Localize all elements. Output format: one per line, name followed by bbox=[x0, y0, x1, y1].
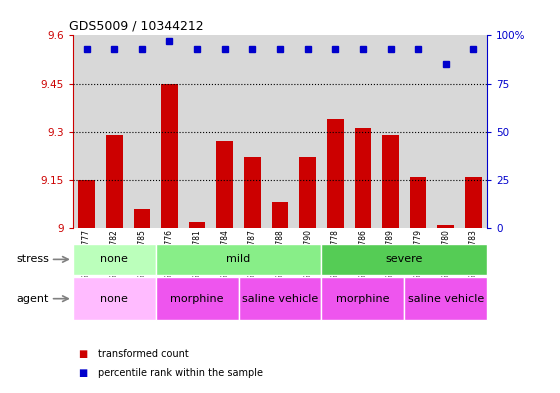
Bar bbox=[106, 135, 123, 228]
Bar bbox=[239, 277, 321, 320]
Bar bbox=[327, 119, 343, 228]
Bar bbox=[217, 141, 233, 228]
Bar bbox=[321, 277, 404, 320]
Text: saline vehicle: saline vehicle bbox=[408, 294, 484, 304]
Bar bbox=[404, 35, 432, 228]
Text: GDS5009 / 10344212: GDS5009 / 10344212 bbox=[69, 20, 203, 33]
Bar bbox=[294, 35, 321, 228]
Bar bbox=[189, 222, 206, 228]
Bar bbox=[73, 277, 156, 320]
Bar bbox=[377, 35, 404, 228]
Bar bbox=[404, 277, 487, 320]
Text: mild: mild bbox=[226, 254, 251, 264]
Bar bbox=[437, 225, 454, 228]
Text: none: none bbox=[100, 254, 128, 264]
Bar bbox=[78, 180, 95, 228]
Text: severe: severe bbox=[386, 254, 423, 264]
Text: stress: stress bbox=[17, 254, 50, 264]
Bar bbox=[349, 35, 377, 228]
Bar bbox=[73, 244, 156, 275]
Text: saline vehicle: saline vehicle bbox=[242, 294, 318, 304]
Bar bbox=[73, 35, 100, 228]
Text: transformed count: transformed count bbox=[98, 349, 189, 359]
Bar bbox=[134, 209, 150, 228]
Bar bbox=[244, 157, 260, 228]
Bar bbox=[321, 244, 487, 275]
Bar bbox=[432, 35, 460, 228]
Bar bbox=[156, 277, 239, 320]
Bar bbox=[382, 135, 399, 228]
Bar bbox=[183, 35, 211, 228]
Bar bbox=[321, 35, 349, 228]
Bar bbox=[460, 35, 487, 228]
Text: morphine: morphine bbox=[170, 294, 224, 304]
Bar bbox=[100, 35, 128, 228]
Bar bbox=[239, 35, 266, 228]
Text: ■: ■ bbox=[78, 368, 88, 378]
Text: agent: agent bbox=[17, 294, 49, 304]
Text: morphine: morphine bbox=[336, 294, 390, 304]
Bar bbox=[300, 157, 316, 228]
Bar bbox=[465, 176, 482, 228]
Text: ■: ■ bbox=[78, 349, 88, 359]
Bar bbox=[266, 35, 294, 228]
Text: none: none bbox=[100, 294, 128, 304]
Bar bbox=[211, 35, 239, 228]
Bar bbox=[354, 129, 371, 228]
Bar bbox=[156, 35, 183, 228]
Bar bbox=[156, 244, 321, 275]
Bar bbox=[128, 35, 156, 228]
Text: percentile rank within the sample: percentile rank within the sample bbox=[98, 368, 263, 378]
Bar bbox=[272, 202, 288, 228]
Bar bbox=[410, 176, 426, 228]
Bar bbox=[161, 84, 178, 228]
